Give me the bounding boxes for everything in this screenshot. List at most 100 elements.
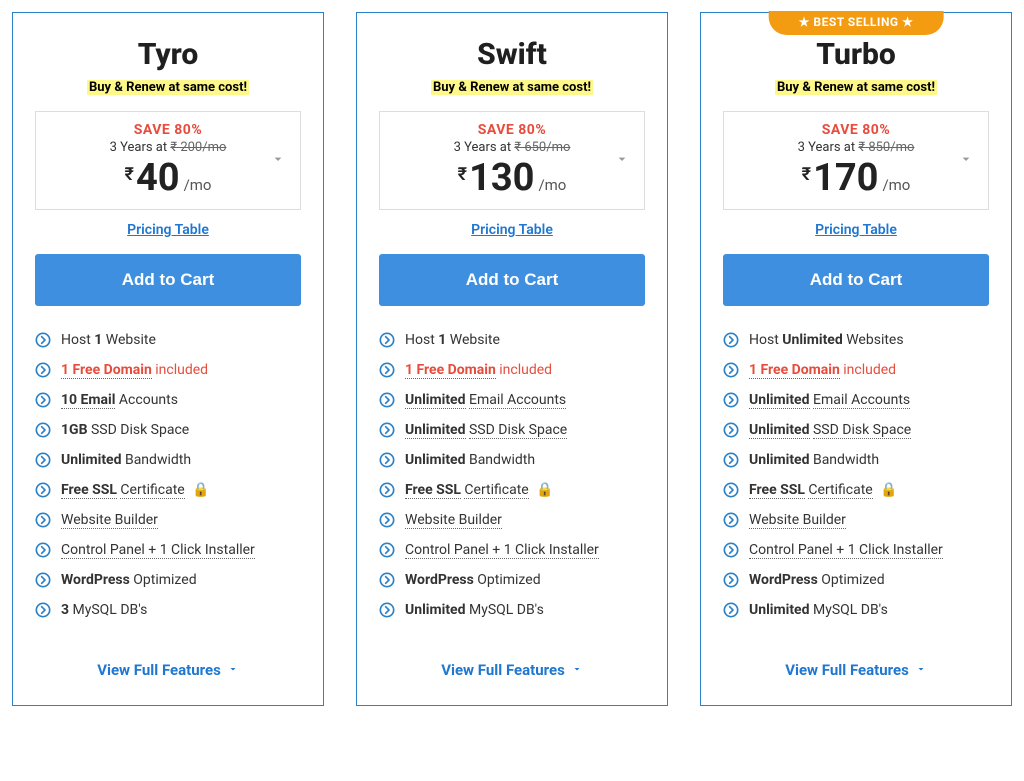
- feature-text: Unlimited SSD Disk Space: [405, 422, 567, 438]
- feature-text: Unlimited Email Accounts: [749, 392, 910, 408]
- bullet-arrow-icon: [723, 602, 739, 618]
- bullet-arrow-icon: [35, 542, 51, 558]
- feature-text: Unlimited MySQL DB's: [749, 602, 888, 618]
- subtitle-highlight: Buy & Renew at same cost!: [775, 80, 937, 95]
- feature-text: 1 Free Domain included: [61, 362, 208, 378]
- feature-item: Control Panel + 1 Click Installer: [379, 542, 645, 558]
- feature-text: 1 Free Domain included: [405, 362, 552, 378]
- per-month: /mo: [184, 176, 212, 194]
- feature-text: 1GB SSD Disk Space: [61, 422, 189, 438]
- feature-text: Free SSL Certificate 🔒: [749, 482, 898, 498]
- subtitle-highlight: Buy & Renew at same cost!: [87, 80, 249, 95]
- bullet-arrow-icon: [379, 482, 395, 498]
- pricing-row: Tyro Buy & Renew at same cost! SAVE 80% 3 Y…: [12, 12, 1012, 706]
- bullet-arrow-icon: [379, 602, 395, 618]
- price-line: ₹130/mo: [394, 159, 630, 197]
- save-label: SAVE 80%: [50, 122, 286, 138]
- view-full-label: View Full Features: [97, 661, 221, 679]
- bullet-arrow-icon: [379, 362, 395, 378]
- feature-item: WordPress Optimized: [35, 572, 301, 588]
- feature-text: Unlimited MySQL DB's: [405, 602, 544, 618]
- original-price: ₹ 650/mo: [514, 140, 570, 155]
- lock-icon: 🔒: [880, 482, 897, 498]
- feature-text: Control Panel + 1 Click Installer: [749, 542, 943, 558]
- feature-item: Control Panel + 1 Click Installer: [35, 542, 301, 558]
- feature-text: Unlimited Bandwidth: [749, 452, 879, 468]
- add-to-cart-button[interactable]: Add to Cart: [379, 254, 645, 306]
- feature-item: WordPress Optimized: [723, 572, 989, 588]
- view-full-features-link[interactable]: View Full Features: [785, 661, 927, 679]
- feature-text: WordPress Optimized: [405, 572, 541, 588]
- feature-item: WordPress Optimized: [379, 572, 645, 588]
- add-to-cart-button[interactable]: Add to Cart: [723, 254, 989, 306]
- feature-item: 3 MySQL DB's: [35, 602, 301, 618]
- bullet-arrow-icon: [723, 572, 739, 588]
- bullet-arrow-icon: [35, 572, 51, 588]
- term-row: 3 Years at ₹ 200/mo: [50, 140, 286, 155]
- bullet-arrow-icon: [723, 482, 739, 498]
- per-month: /mo: [538, 176, 566, 194]
- feature-item: Unlimited MySQL DB's: [379, 602, 645, 618]
- bullet-arrow-icon: [379, 392, 395, 408]
- term-dropdown-icon[interactable]: [270, 151, 286, 171]
- bullet-arrow-icon: [723, 452, 739, 468]
- add-to-cart-button[interactable]: Add to Cart: [35, 254, 301, 306]
- feature-text: Control Panel + 1 Click Installer: [61, 542, 255, 558]
- subtitle-highlight: Buy & Renew at same cost!: [431, 80, 593, 95]
- bullet-arrow-icon: [35, 452, 51, 468]
- feature-text: Unlimited Bandwidth: [61, 452, 191, 468]
- price-value: 130: [469, 159, 534, 197]
- bullet-arrow-icon: [723, 392, 739, 408]
- lock-icon: 🔒: [536, 482, 553, 498]
- feature-item: Free SSL Certificate 🔒: [723, 482, 989, 498]
- features-list: Host 1 Website 1 Free Domain included Unli…: [379, 332, 645, 632]
- bullet-arrow-icon: [35, 362, 51, 378]
- plan-subtitle: Buy & Renew at same cost!: [379, 80, 645, 95]
- pricing-table-link[interactable]: Pricing Table: [379, 222, 645, 238]
- feature-text: Unlimited SSD Disk Space: [749, 422, 911, 438]
- chevron-down-icon: [227, 661, 239, 679]
- plan-title: Tyro: [35, 37, 301, 72]
- plan-title: Turbo: [723, 37, 989, 72]
- term-dropdown-icon[interactable]: [614, 151, 630, 171]
- feature-item: Unlimited Bandwidth: [379, 452, 645, 468]
- original-price: ₹ 850/mo: [858, 140, 914, 155]
- view-full-wrapper: View Full Features: [379, 642, 645, 679]
- view-full-features-link[interactable]: View Full Features: [441, 661, 583, 679]
- bullet-arrow-icon: [35, 332, 51, 348]
- feature-item: Free SSL Certificate 🔒: [35, 482, 301, 498]
- plan-subtitle: Buy & Renew at same cost!: [723, 80, 989, 95]
- save-label: SAVE 80%: [394, 122, 630, 138]
- feature-item: Host 1 Website: [379, 332, 645, 348]
- bullet-arrow-icon: [35, 512, 51, 528]
- feature-item: 1GB SSD Disk Space: [35, 422, 301, 438]
- feature-item: Unlimited MySQL DB's: [723, 602, 989, 618]
- feature-item: 1 Free Domain included: [379, 362, 645, 378]
- bullet-arrow-icon: [379, 332, 395, 348]
- feature-item: 1 Free Domain included: [35, 362, 301, 378]
- term-dropdown-icon[interactable]: [958, 151, 974, 171]
- view-full-label: View Full Features: [785, 661, 909, 679]
- per-month: /mo: [882, 176, 910, 194]
- feature-item: Unlimited Bandwidth: [723, 452, 989, 468]
- bullet-arrow-icon: [723, 512, 739, 528]
- feature-text: Website Builder: [405, 512, 502, 528]
- feature-item: Unlimited Email Accounts: [723, 392, 989, 408]
- view-full-features-link[interactable]: View Full Features: [97, 661, 239, 679]
- feature-text: Control Panel + 1 Click Installer: [405, 542, 599, 558]
- best-selling-badge: ★ BEST SELLING ★: [769, 11, 944, 35]
- pricing-table-link[interactable]: Pricing Table: [35, 222, 301, 238]
- feature-item: Control Panel + 1 Click Installer: [723, 542, 989, 558]
- feature-item: Unlimited SSD Disk Space: [379, 422, 645, 438]
- feature-text: WordPress Optimized: [749, 572, 885, 588]
- feature-text: Host Unlimited Websites: [749, 332, 904, 348]
- bullet-arrow-icon: [723, 332, 739, 348]
- bullet-arrow-icon: [723, 422, 739, 438]
- currency-symbol: ₹: [125, 164, 134, 185]
- pricing-table-link[interactable]: Pricing Table: [723, 222, 989, 238]
- price-line: ₹40/mo: [50, 159, 286, 197]
- price-box: SAVE 80% 3 Years at ₹ 650/mo ₹130/mo: [379, 111, 645, 210]
- feature-item: Unlimited Bandwidth: [35, 452, 301, 468]
- term-label: 3 Years at: [454, 140, 512, 155]
- price-line: ₹170/mo: [738, 159, 974, 197]
